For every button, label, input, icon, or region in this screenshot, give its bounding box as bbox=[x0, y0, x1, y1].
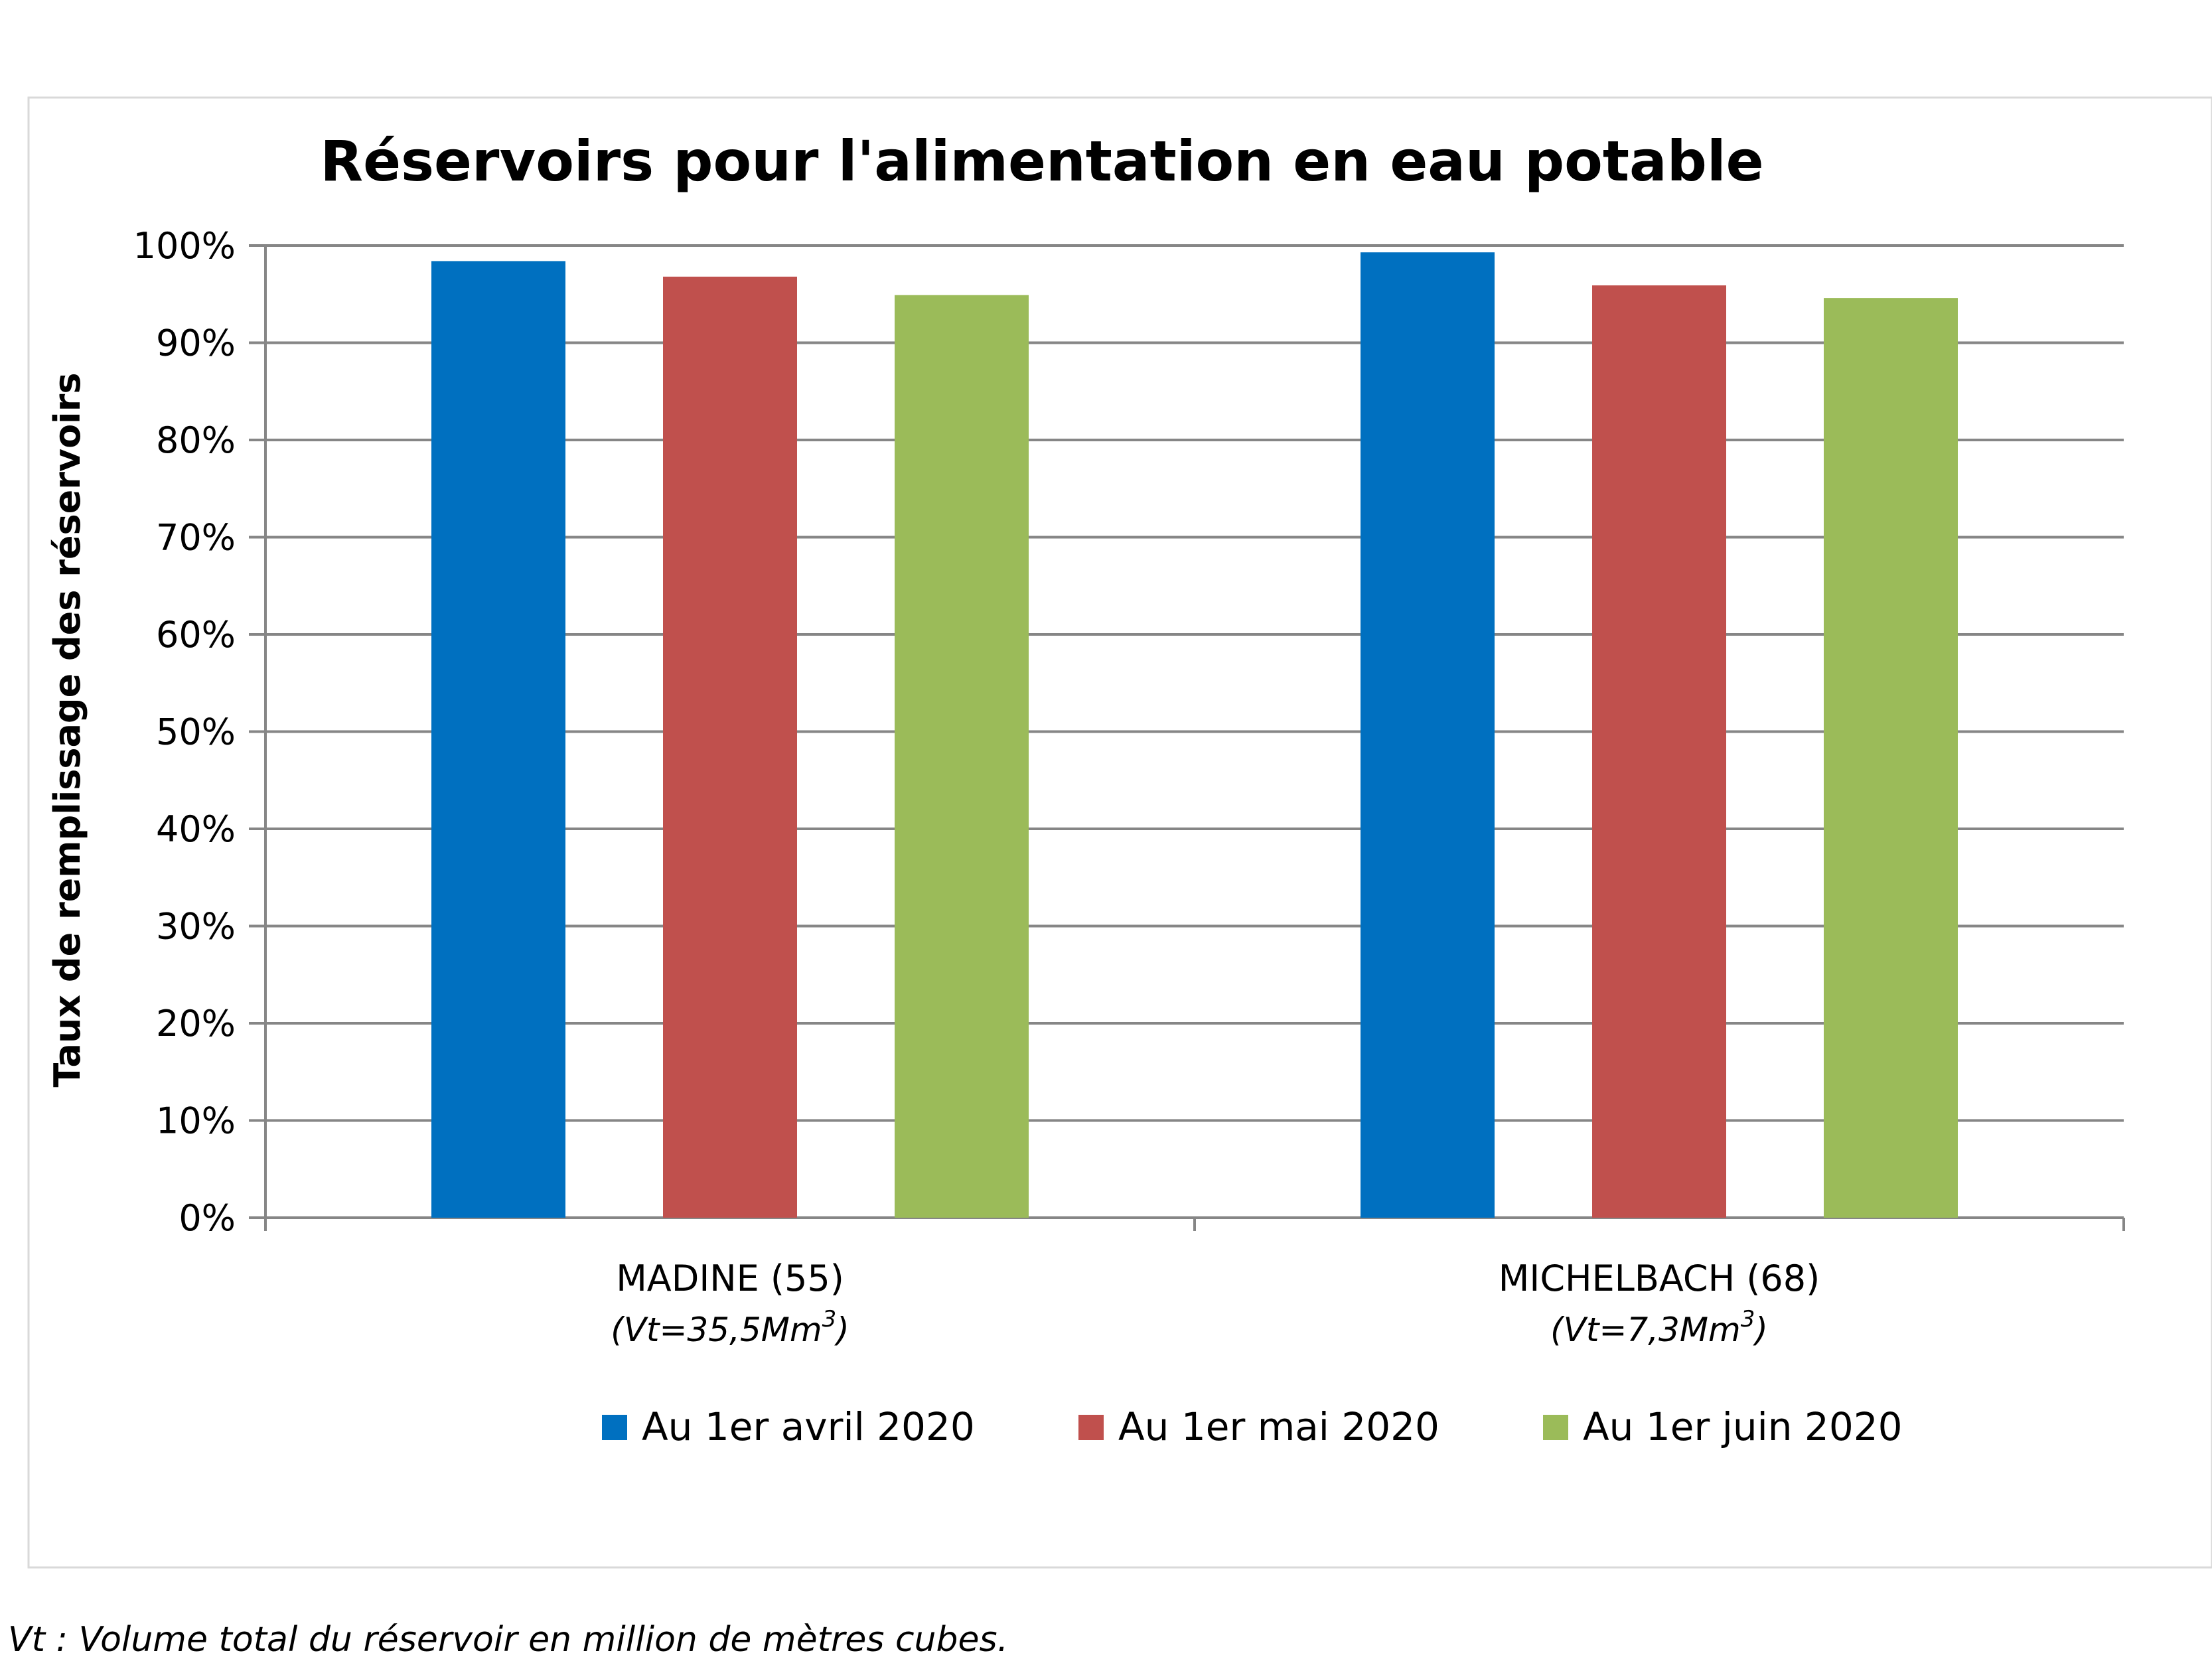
y-tick-label: 80% bbox=[156, 419, 236, 461]
sublabel-superscript: 3 bbox=[822, 1306, 837, 1333]
bar bbox=[895, 295, 1029, 1218]
legend-label: Au 1er juin 2020 bbox=[1583, 1404, 1903, 1449]
legend-label: Au 1er avril 2020 bbox=[642, 1404, 975, 1449]
y-tick-label: 10% bbox=[156, 1100, 236, 1142]
x-category-label: MICHELBACH (68) bbox=[1499, 1258, 1820, 1299]
legend-swatch bbox=[602, 1415, 627, 1440]
y-tick-label: 40% bbox=[156, 808, 236, 850]
bar bbox=[431, 261, 565, 1218]
legend-swatch bbox=[1078, 1415, 1104, 1440]
sublabel-suffix: ) bbox=[1752, 1311, 1768, 1349]
chart-title: Réservoirs pour l'alimentation en eau po… bbox=[320, 129, 1763, 194]
legend-swatch bbox=[1543, 1415, 1568, 1440]
bar bbox=[1592, 285, 1726, 1218]
chart-area-border bbox=[27, 96, 2212, 1569]
sublabel-prefix: (Vt=7,3Mm bbox=[1550, 1311, 1741, 1349]
footnote: Vt : Volume total du réservoir en millio… bbox=[8, 1620, 1008, 1659]
y-tick-label: 20% bbox=[156, 1003, 236, 1045]
y-tick-label: 0% bbox=[179, 1197, 236, 1239]
sublabel-suffix: ) bbox=[834, 1311, 849, 1349]
y-tick-label: 50% bbox=[156, 711, 236, 753]
plot-layer: 0% 10% 20% 30% 40% 50% 60% 70% 80% 90% 100% MADINE … bbox=[133, 225, 2125, 1349]
sublabel-prefix: (Vt=35,5Mm bbox=[611, 1311, 822, 1349]
y-tick-label: 70% bbox=[156, 517, 236, 559]
y-tick-label: 60% bbox=[156, 614, 236, 656]
y-tick-label: 100% bbox=[133, 225, 236, 267]
legend-label: Au 1er mai 2020 bbox=[1118, 1404, 1439, 1449]
y-tick-label: 90% bbox=[156, 323, 236, 364]
sublabel-superscript: 3 bbox=[1741, 1306, 1755, 1333]
legend: Au 1er avril 2020 Au 1er mai 2020 Au 1er j… bbox=[602, 1404, 1903, 1449]
x-category-sublabel: (Vt=7,3Mm3) bbox=[1550, 1306, 1768, 1349]
bar bbox=[663, 276, 797, 1218]
y-tick-label: 30% bbox=[156, 906, 236, 948]
bar bbox=[1361, 252, 1495, 1218]
x-category-label: MADINE (55) bbox=[616, 1258, 844, 1299]
x-category-sublabel: (Vt=35,5Mm3) bbox=[611, 1306, 849, 1349]
y-axis-label: Taux de remplissage des réservoirs bbox=[46, 373, 88, 1088]
bar bbox=[1824, 298, 1958, 1218]
